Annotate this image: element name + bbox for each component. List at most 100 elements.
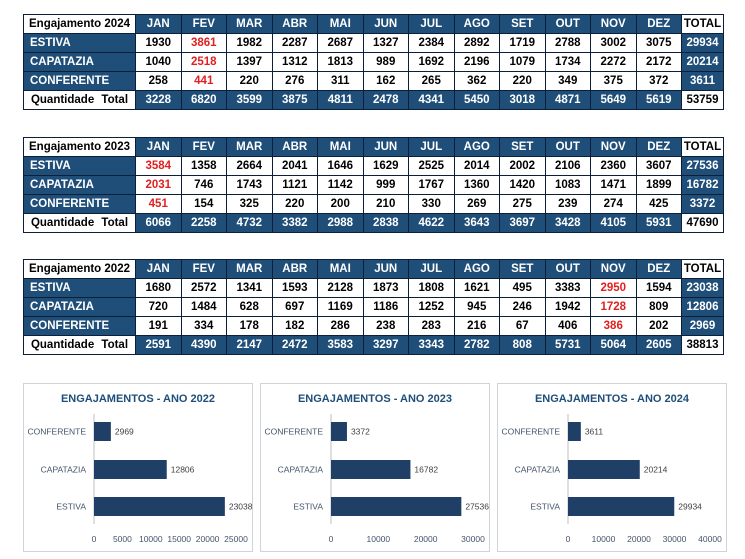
table-cell: 1767 bbox=[408, 175, 455, 195]
sum-cell: 2258 bbox=[180, 213, 227, 233]
table-cell: 216 bbox=[453, 316, 500, 336]
table-cell: 406 bbox=[544, 316, 591, 336]
row-label: CONFERENTE bbox=[23, 194, 136, 214]
table-row: ESTIVA 3584 1358 2664 2041 1646 1629 2525 2014 20… bbox=[23, 156, 724, 176]
table-cell: 1471 bbox=[590, 175, 637, 195]
row-total: 3372 bbox=[681, 194, 724, 214]
table-cell: 386 bbox=[590, 316, 637, 336]
bar-value-label: 29934 bbox=[678, 502, 702, 512]
month-header: AGO bbox=[453, 14, 500, 34]
month-header: JUL bbox=[408, 137, 455, 157]
month-header: MAI bbox=[317, 14, 364, 34]
sum-cell: 3428 bbox=[544, 213, 591, 233]
table-cell: 220 bbox=[226, 71, 273, 91]
month-header: OUT bbox=[544, 14, 591, 34]
table-cell: 154 bbox=[180, 194, 227, 214]
bar bbox=[331, 422, 347, 441]
category-label: ESTIVA bbox=[56, 502, 86, 512]
bar bbox=[568, 422, 581, 441]
table-cell: 238 bbox=[362, 316, 409, 336]
table-cell: 274 bbox=[590, 194, 637, 214]
row-label: CAPATAZIA bbox=[23, 52, 136, 72]
table-cell: 1719 bbox=[499, 33, 546, 53]
x-tick-label: 20000 bbox=[414, 534, 438, 544]
table-cell: 1341 bbox=[226, 278, 273, 298]
table-cell: 3861 bbox=[180, 33, 227, 53]
sum-cell: 5731 bbox=[544, 335, 591, 355]
table-cell: 425 bbox=[635, 194, 682, 214]
table-cell: 720 bbox=[135, 297, 182, 317]
bar-chart: ENGAJAMENTOS - ANO 2023 CONFERENTE 3372 CAP… bbox=[264, 393, 489, 544]
table-cell: 999 bbox=[362, 175, 409, 195]
table-cell: 746 bbox=[180, 175, 227, 195]
sum-cell: 4732 bbox=[226, 213, 273, 233]
table-cell: 334 bbox=[180, 316, 227, 336]
sum-cell: 2591 bbox=[135, 335, 182, 355]
table-cell: 1629 bbox=[362, 156, 409, 176]
table-cell: 1743 bbox=[226, 175, 273, 195]
table-cell: 220 bbox=[271, 194, 318, 214]
table-cell: 1594 bbox=[635, 278, 682, 298]
row-label: CONFERENTE bbox=[23, 71, 136, 91]
table-cell: 2950 bbox=[590, 278, 637, 298]
table-cell: 220 bbox=[499, 71, 546, 91]
sum-cell: 5064 bbox=[590, 335, 637, 355]
table-cell: 246 bbox=[499, 297, 546, 317]
table-cell: 1680 bbox=[135, 278, 182, 298]
sum-cell: 5649 bbox=[590, 90, 637, 110]
table-cell: 495 bbox=[499, 278, 546, 298]
bar-value-label: 3611 bbox=[585, 427, 604, 437]
sum-cell: 3228 bbox=[135, 90, 182, 110]
sum-cell: 808 bbox=[499, 335, 546, 355]
table-cell: 1692 bbox=[408, 52, 455, 72]
bar bbox=[568, 497, 675, 516]
chart-title: ENGAJAMENTOS - ANO 2022 bbox=[61, 393, 215, 405]
x-tick-label: 20000 bbox=[196, 534, 220, 544]
row-label: CONFERENTE bbox=[23, 316, 136, 336]
table-cell: 1813 bbox=[317, 52, 364, 72]
table-cell: 162 bbox=[362, 71, 409, 91]
sum-cell: 5619 bbox=[635, 90, 682, 110]
sum-cell: 2478 bbox=[362, 90, 409, 110]
table-title: Engajamento 2023 bbox=[23, 137, 136, 157]
sum-cell: 3018 bbox=[499, 90, 546, 110]
month-header: MAI bbox=[317, 137, 364, 157]
sum-cell: 2988 bbox=[317, 213, 364, 233]
month-header: MAR bbox=[226, 14, 273, 34]
table-cell: 349 bbox=[544, 71, 591, 91]
month-header: MAR bbox=[226, 259, 273, 279]
sum-cell: 2838 bbox=[362, 213, 409, 233]
table-row: CAPATAZIA 1040 2518 1397 1312 1813 989 1692 2196… bbox=[23, 52, 724, 72]
sum-cell: 3599 bbox=[226, 90, 273, 110]
month-header: ABR bbox=[271, 259, 318, 279]
table-row: CONFERENTE 258 441 220 276 311 162 265 362 220 349… bbox=[23, 71, 724, 91]
table-cell: 178 bbox=[226, 316, 273, 336]
table-cell: 2272 bbox=[590, 52, 637, 72]
table-cell: 3075 bbox=[635, 33, 682, 53]
x-tick-label: 20000 bbox=[627, 534, 651, 544]
table-cell: 258 bbox=[135, 71, 182, 91]
table-cell: 191 bbox=[135, 316, 182, 336]
month-header: FEV bbox=[180, 14, 227, 34]
table-cell: 3383 bbox=[544, 278, 591, 298]
table-cell: 1942 bbox=[544, 297, 591, 317]
month-header: NOV bbox=[590, 137, 637, 157]
table-sum-row: Quantidade Total 6066 2258 4732 3382 2988 2838… bbox=[23, 213, 724, 233]
bar bbox=[94, 497, 225, 516]
table-row: ESTIVA 1680 2572 1341 1593 2128 1873 1808 1621 49… bbox=[23, 278, 724, 298]
bar-value-label: 12806 bbox=[171, 465, 195, 475]
category-label: CONFERENTE bbox=[501, 427, 560, 437]
sum-cell: 2147 bbox=[226, 335, 273, 355]
table-cell: 2664 bbox=[226, 156, 273, 176]
table-row: ESTIVA 1930 3861 1982 2287 2687 1327 2384 2892 17… bbox=[23, 33, 724, 53]
table-sum-row: Quantidade Total 3228 6820 3599 3875 4811 2478… bbox=[23, 90, 724, 110]
x-tick-label: 0 bbox=[566, 534, 571, 544]
table-cell: 1142 bbox=[317, 175, 364, 195]
table-cell: 375 bbox=[590, 71, 637, 91]
table-cell: 1646 bbox=[317, 156, 364, 176]
category-label: ESTIVA bbox=[530, 502, 560, 512]
table-cell: 210 bbox=[362, 194, 409, 214]
table-cell: 1930 bbox=[135, 33, 182, 53]
bar bbox=[331, 460, 411, 479]
table-cell: 372 bbox=[635, 71, 682, 91]
